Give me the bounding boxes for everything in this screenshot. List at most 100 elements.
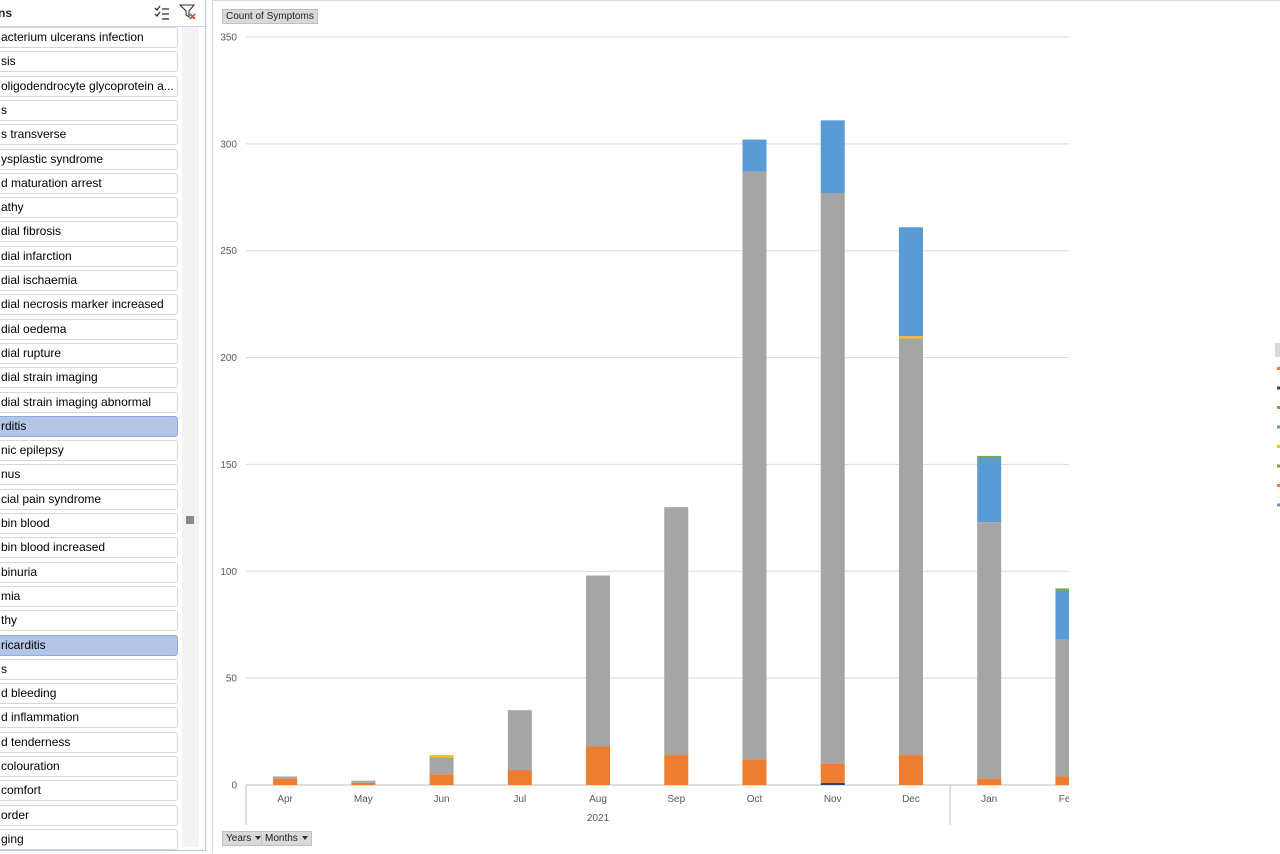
- slicer-item[interactable]: dial ischaemia: [0, 270, 178, 291]
- bar-segment: [664, 755, 689, 785]
- bar-segment: [898, 336, 923, 339]
- slicer-title: ns: [0, 6, 13, 20]
- bar-segment: [1055, 590, 1069, 640]
- y-tick-label: 50: [226, 674, 238, 685]
- slicer-item[interactable]: d inflammation: [0, 707, 178, 729]
- x-tick-label: Jan: [981, 794, 997, 805]
- slicer-item[interactable]: binuria: [0, 561, 178, 583]
- slicer-item[interactable]: cial pain syndrome: [0, 488, 178, 510]
- months-field-button[interactable]: Months: [261, 831, 312, 846]
- dropdown-arrow-icon: [255, 836, 262, 841]
- slicer-scroll-thumb[interactable]: [186, 516, 194, 524]
- slicer-item[interactable]: ricarditis: [0, 634, 178, 656]
- bar-segment: [507, 770, 532, 785]
- x-tick-label: Aug: [589, 794, 607, 805]
- y-tick-label: 300: [220, 139, 237, 150]
- legend-marker: [1277, 386, 1280, 390]
- bar-segment: [273, 776, 298, 779]
- slicer-item[interactable]: thy: [0, 610, 178, 632]
- bar-segment: [820, 782, 845, 785]
- slicer-item[interactable]: dial rupture: [0, 342, 178, 364]
- dropdown-arrow-icon: [301, 836, 308, 841]
- bar-segment: [742, 759, 767, 785]
- slicer-scrollbar[interactable]: [182, 27, 199, 847]
- legend-marker: [1277, 425, 1280, 429]
- bar-segment: [351, 782, 376, 785]
- legend-marker: [1277, 464, 1280, 468]
- slicer-item[interactable]: rditis: [0, 415, 178, 437]
- slicer-item[interactable]: s: [0, 99, 178, 121]
- symptoms-slicer[interactable]: ns acterium ulcerans infection sisoligode…: [0, 0, 206, 851]
- slicer-item[interactable]: ging: [0, 828, 178, 850]
- slicer-item[interactable]: s: [0, 658, 178, 680]
- pivot-chart[interactable]: Count of Symptoms 0 50 100 150 200 250 300 350 A…: [212, 0, 1280, 853]
- bar-segment: [820, 763, 845, 783]
- bar-segment: [429, 755, 454, 758]
- years-field-button[interactable]: Years: [222, 831, 266, 846]
- legend-marker: [1277, 503, 1280, 507]
- slicer-item[interactable]: sis: [0, 51, 178, 73]
- bar-segment: [820, 120, 845, 194]
- chart-legend: [1275, 343, 1280, 507]
- slicer-item[interactable]: dial necrosis marker increased: [0, 294, 178, 316]
- y-tick-label: 0: [231, 781, 237, 792]
- slicer-item[interactable]: comfort: [0, 780, 178, 802]
- y-tick-label: 250: [220, 246, 237, 257]
- slicer-item[interactable]: d tenderness: [0, 731, 178, 753]
- x-tick-label: Dec: [902, 794, 920, 805]
- slicer-item[interactable]: colouration: [0, 756, 178, 777]
- bar-segment: [977, 455, 1002, 459]
- bar-segment: [742, 139, 767, 172]
- bar-segment: [977, 458, 1002, 523]
- slicer-item[interactable]: nus: [0, 464, 178, 486]
- slicer-item[interactable]: ysplastic syndrome: [0, 148, 178, 170]
- legend-marker: [1277, 484, 1280, 487]
- slicer-item[interactable]: bin blood: [0, 513, 178, 534]
- slicer-item[interactable]: mia: [0, 585, 178, 607]
- slicer-item[interactable]: dial infarction: [0, 245, 178, 267]
- bar-segment: [1055, 639, 1069, 777]
- x-tick-label: Jul: [513, 794, 526, 805]
- slicer-item[interactable]: acterium ulcerans infection: [0, 27, 178, 48]
- y-tick-label: 100: [220, 567, 237, 578]
- x-tick-label: Nov: [824, 794, 842, 805]
- bar-segment: [507, 710, 532, 771]
- slicer-item[interactable]: d maturation arrest: [0, 172, 178, 194]
- x-tick-label: Oct: [747, 794, 763, 805]
- bar-segment: [1055, 776, 1069, 785]
- legend-marker: [1277, 367, 1280, 370]
- multi-select-icon[interactable]: [153, 4, 171, 22]
- years-field-label: Years: [226, 833, 252, 844]
- bar-segment: [273, 778, 298, 785]
- slicer-item[interactable]: dial strain imaging abnormal: [0, 391, 178, 413]
- slicer-item[interactable]: nic epilepsy: [0, 440, 178, 462]
- slicer-item[interactable]: dial oedema: [0, 318, 178, 340]
- clear-filter-icon[interactable]: [179, 3, 197, 21]
- year-group-label: 2021: [587, 813, 610, 824]
- bar-segment: [977, 778, 1002, 785]
- slicer-item[interactable]: d bleeding: [0, 683, 178, 705]
- slicer-item[interactable]: bin blood increased: [0, 537, 178, 559]
- y-tick-label: 200: [220, 353, 237, 364]
- slicer-header: ns: [0, 0, 205, 27]
- value-field-button[interactable]: Count of Symptoms: [222, 9, 318, 24]
- slicer-item[interactable]: s transverse: [0, 124, 178, 146]
- months-field-label: Months: [265, 833, 298, 844]
- bar-segment: [351, 780, 376, 783]
- bar-segment: [664, 507, 689, 756]
- x-tick-label: Apr: [277, 794, 293, 805]
- bar-segment: [898, 338, 923, 756]
- slicer-item[interactable]: oligodendrocyte glycoprotein a...: [0, 75, 178, 97]
- legend-marker: [1277, 406, 1280, 409]
- bar-segment: [820, 193, 845, 764]
- legend-title-stub: [1275, 343, 1280, 357]
- x-tick-label: Feb: [1059, 794, 1069, 805]
- bar-segment: [429, 774, 454, 785]
- slicer-item[interactable]: athy: [0, 197, 178, 219]
- bar-segment: [742, 171, 767, 760]
- slicer-item[interactable]: dial fibrosis: [0, 221, 178, 243]
- slicer-item[interactable]: dial strain imaging: [0, 367, 178, 389]
- legend-marker: [1277, 445, 1280, 448]
- x-tick-label: Jun: [434, 794, 450, 805]
- slicer-item[interactable]: order: [0, 804, 178, 826]
